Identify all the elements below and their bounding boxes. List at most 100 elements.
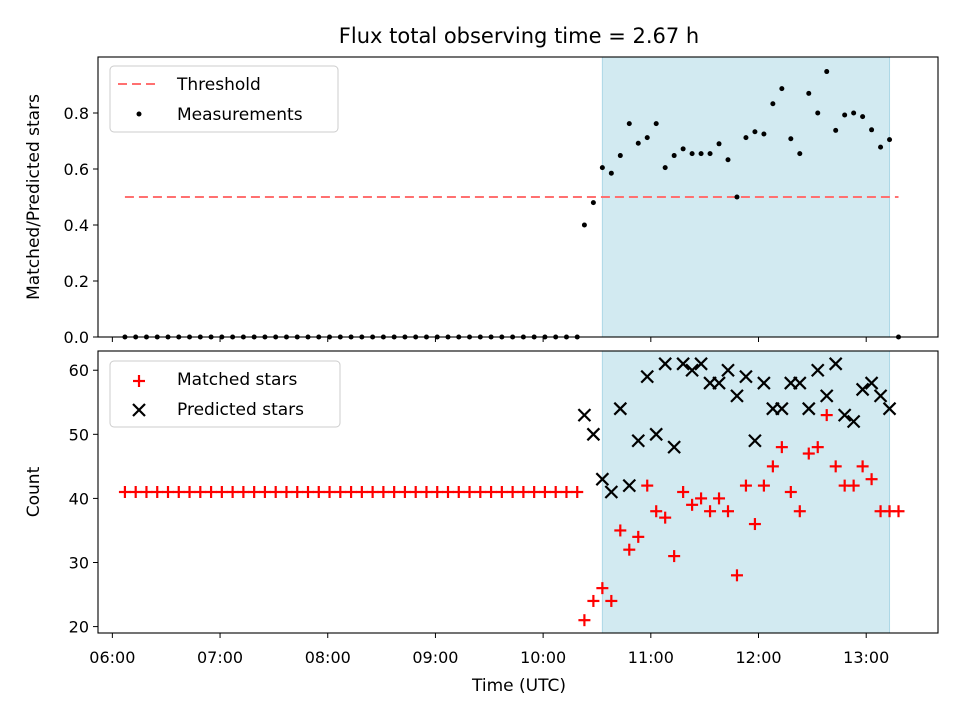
matched-star-point bbox=[409, 486, 422, 498]
predicted-star-point bbox=[586, 427, 601, 442]
ratio-x-ticks bbox=[111, 337, 867, 342]
matched-star-point bbox=[695, 492, 708, 505]
count-y-axis-label: Count bbox=[24, 466, 44, 517]
matched-star-point bbox=[571, 486, 584, 498]
matched-star-point bbox=[431, 486, 444, 498]
matched-star-point bbox=[398, 486, 411, 498]
measurement-point bbox=[644, 135, 650, 141]
measurement-point bbox=[680, 146, 686, 152]
matched-star-point bbox=[549, 486, 562, 498]
matched-star-point bbox=[151, 486, 164, 498]
matched-star-point bbox=[659, 511, 672, 524]
count-y-ticks: 20 30 40 50 60 bbox=[69, 361, 98, 637]
matched-star-point bbox=[632, 530, 645, 543]
predicted-star-point bbox=[685, 363, 699, 378]
matched-star-point bbox=[485, 486, 498, 498]
matched-star-point bbox=[258, 486, 271, 498]
predicted-star-point bbox=[819, 389, 834, 403]
matched-star-point bbox=[704, 505, 717, 518]
matched-star-point bbox=[323, 486, 336, 498]
matched-star-point bbox=[587, 594, 600, 607]
matched-star-point bbox=[775, 441, 788, 454]
predicted-star-point bbox=[622, 478, 637, 493]
matched-star-point bbox=[172, 486, 185, 498]
matched-star-point bbox=[757, 479, 770, 492]
measurement-point bbox=[869, 127, 875, 133]
matched-star-point bbox=[811, 441, 824, 454]
measurement-point bbox=[725, 157, 731, 163]
measurement-point bbox=[797, 151, 803, 157]
measurement-point bbox=[698, 151, 704, 157]
count-x-ticks: 06:00 07:00 08:00 09:00 10:00 11:00 12:00 13:00 bbox=[89, 633, 889, 667]
matched-star-point bbox=[345, 486, 358, 498]
measurement-point bbox=[788, 136, 794, 142]
legend-predicted-label: Predicted stars bbox=[177, 400, 304, 420]
count-y-tick-label: 60 bbox=[69, 361, 89, 380]
count-y-tick-label: 40 bbox=[69, 489, 89, 508]
x-tick-label: 08:00 bbox=[305, 648, 351, 667]
matched-star-point bbox=[269, 486, 282, 498]
matched-star-point bbox=[829, 460, 842, 473]
count-legend: Matched stars Predicted stars bbox=[109, 360, 341, 428]
ratio-legend: Threshold Measurements bbox=[109, 65, 339, 133]
measurement-point bbox=[707, 151, 713, 157]
count-y-tick-label: 50 bbox=[69, 425, 89, 444]
predicted-star-point bbox=[694, 357, 708, 371]
matched-star-point bbox=[248, 486, 261, 498]
matched-star-point bbox=[366, 486, 379, 498]
matched-star-point bbox=[129, 486, 142, 498]
predicted-star-point bbox=[757, 376, 771, 390]
matched-star-point bbox=[506, 486, 519, 498]
predicted-star-point bbox=[577, 408, 592, 422]
measurement-point bbox=[824, 69, 830, 75]
ratio-y-tick-label: 0.6 bbox=[64, 160, 89, 179]
measurement-point bbox=[842, 112, 848, 118]
matched-star-point bbox=[677, 486, 690, 498]
matched-star-point bbox=[892, 505, 905, 518]
measurement-point bbox=[716, 141, 722, 147]
measurement-point bbox=[599, 165, 605, 171]
matched-star-point bbox=[560, 486, 573, 498]
ratio-y-tick-label: 0.0 bbox=[64, 328, 89, 347]
legend-measurements-swatch bbox=[136, 111, 142, 117]
matched-star-point bbox=[713, 492, 726, 505]
matched-star-point bbox=[420, 486, 433, 498]
measurement-point bbox=[581, 222, 587, 228]
matched-star-point bbox=[528, 486, 541, 498]
matched-star-point bbox=[205, 486, 218, 498]
matched-star-point bbox=[802, 447, 815, 460]
matched-star-point bbox=[793, 505, 806, 518]
predicted-star-point bbox=[658, 357, 672, 371]
count-y-tick-label: 20 bbox=[69, 618, 89, 637]
legend-matched-label: Matched stars bbox=[177, 370, 297, 390]
measurement-point bbox=[671, 153, 677, 159]
matched-star-point bbox=[614, 524, 627, 537]
matched-star-point bbox=[463, 486, 476, 498]
measurement-point bbox=[851, 110, 857, 116]
measurement-point bbox=[689, 151, 695, 157]
matched-star-point bbox=[291, 486, 304, 498]
matched-star-point bbox=[748, 518, 761, 531]
legend-measurements-label: Measurements bbox=[177, 105, 303, 125]
ratio-y-ticks: 0.0 0.2 0.4 0.6 0.8 bbox=[64, 104, 98, 347]
measurement-point bbox=[590, 200, 596, 206]
predicted-star-point bbox=[640, 369, 655, 384]
measurement-point bbox=[887, 137, 893, 143]
matched-star-point bbox=[183, 486, 196, 498]
matched-star-point bbox=[856, 460, 869, 473]
predicted-star-point bbox=[775, 401, 789, 416]
legend-threshold-label: Threshold bbox=[176, 75, 261, 95]
measurement-point bbox=[626, 121, 632, 127]
predicted-star-point bbox=[676, 357, 690, 371]
matched-star-point bbox=[641, 479, 654, 492]
predicted-star-point bbox=[810, 363, 825, 378]
count-plot-frame bbox=[97, 350, 939, 634]
measurement-point bbox=[770, 101, 776, 107]
measurement-point bbox=[743, 135, 749, 141]
matched-star-point bbox=[517, 486, 530, 498]
matched-star-point bbox=[162, 486, 174, 498]
measurement-point bbox=[734, 194, 740, 200]
matched-star-point bbox=[377, 486, 390, 498]
matched-star-point bbox=[578, 614, 591, 627]
